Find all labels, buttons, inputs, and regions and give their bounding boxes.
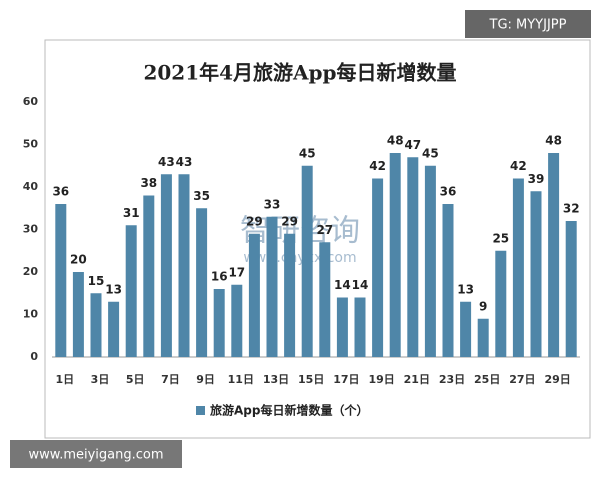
x-tick-label: 25日	[474, 373, 500, 386]
data-label: 32	[563, 202, 580, 216]
legend-label: 旅游App每日新增数量（个）	[210, 403, 368, 418]
bar	[407, 157, 419, 357]
y-tick-label: 60	[23, 95, 39, 108]
data-label: 36	[52, 185, 69, 199]
x-tick-label: 5日	[126, 373, 145, 386]
y-tick-label: 10	[23, 308, 39, 321]
data-label: 29	[246, 214, 263, 228]
data-label: 43	[176, 155, 193, 169]
bar	[354, 297, 366, 357]
data-label: 45	[299, 146, 316, 160]
data-label: 29	[281, 214, 298, 228]
data-label: 16	[211, 270, 228, 284]
data-label: 45	[422, 146, 439, 160]
data-label: 48	[545, 134, 562, 148]
data-label: 27	[316, 223, 333, 237]
bar	[442, 204, 454, 357]
x-tick-label: 3日	[91, 373, 110, 386]
watermark: www.chyxx.com	[243, 250, 356, 266]
data-label: 42	[369, 159, 386, 173]
bar	[548, 153, 560, 357]
data-label: 38	[140, 176, 157, 190]
bar	[55, 204, 67, 357]
data-label: 48	[387, 134, 404, 148]
x-tick-label: 27日	[509, 373, 535, 386]
data-label: 14	[352, 278, 369, 292]
x-tick-label: 29日	[544, 373, 570, 386]
data-label: 13	[457, 282, 474, 296]
x-tick-label: 13日	[263, 373, 289, 386]
legend-swatch	[196, 406, 205, 415]
data-label: 43	[158, 155, 175, 169]
watermark-box	[465, 10, 591, 38]
y-tick-label: 0	[30, 350, 38, 363]
x-tick-label: 21日	[404, 373, 430, 386]
x-tick-label: 9日	[196, 373, 215, 386]
bar	[460, 301, 472, 357]
data-label: 20	[70, 253, 87, 267]
data-label: 15	[88, 274, 105, 288]
x-tick-label: 23日	[439, 373, 465, 386]
bar	[160, 174, 172, 357]
data-label: 47	[404, 138, 421, 152]
chart-title: 2021年4月旅游App每日新增数量	[143, 61, 456, 85]
bar	[284, 233, 296, 357]
bar	[213, 289, 225, 357]
bar	[565, 221, 577, 357]
data-label: 42	[510, 159, 527, 173]
y-tick-label: 40	[23, 180, 39, 193]
data-label: 14	[334, 278, 351, 292]
bar	[512, 178, 524, 357]
x-tick-label: 7日	[161, 373, 180, 386]
data-label: 9	[479, 299, 487, 313]
data-label: 17	[228, 265, 245, 279]
data-label: 25	[492, 231, 509, 245]
data-label: 39	[528, 172, 545, 186]
y-tick-label: 30	[23, 223, 39, 236]
bar	[143, 195, 155, 357]
bar	[266, 216, 278, 357]
data-label: 13	[105, 282, 122, 296]
bar	[301, 165, 313, 357]
data-label: 33	[264, 197, 281, 211]
bar	[72, 272, 84, 357]
watermark: TG: MYYJJPP	[489, 18, 567, 33]
watermark-box	[10, 440, 182, 468]
bar	[231, 284, 243, 357]
x-tick-label: 11日	[228, 373, 254, 386]
data-label: 31	[123, 206, 140, 220]
x-tick-label: 17日	[333, 373, 359, 386]
bar	[477, 318, 489, 357]
watermark: www.meiyigang.com	[28, 448, 163, 463]
bar	[196, 208, 208, 357]
bar	[319, 242, 331, 357]
bar	[424, 165, 436, 357]
bar	[336, 297, 348, 357]
y-tick-label: 20	[23, 265, 39, 278]
bar	[125, 225, 137, 357]
bar	[530, 191, 542, 357]
data-label: 36	[440, 185, 457, 199]
bar	[108, 301, 120, 357]
bar	[178, 174, 190, 357]
data-label: 35	[193, 189, 210, 203]
bar	[372, 178, 384, 357]
bar	[495, 250, 507, 357]
bar	[248, 233, 260, 357]
bar	[90, 293, 102, 357]
x-tick-label: 15日	[298, 373, 324, 386]
bar	[389, 153, 401, 357]
watermark: 智研咨询	[240, 214, 360, 249]
x-tick-label: 19日	[368, 373, 394, 386]
x-tick-label: 1日	[55, 373, 74, 386]
y-tick-label: 50	[23, 138, 39, 151]
